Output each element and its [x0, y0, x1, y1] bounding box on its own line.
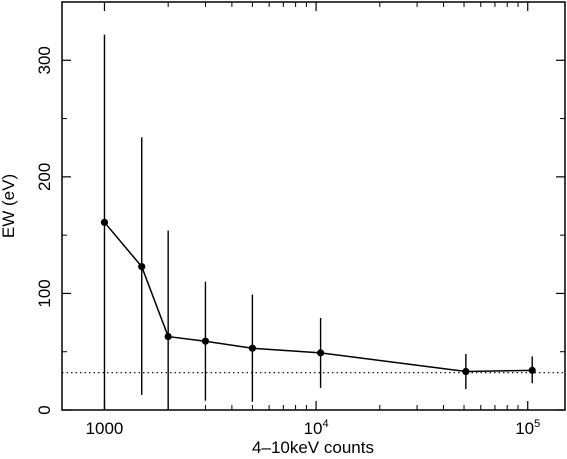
- data-layer: [100, 34, 536, 410]
- data-point: [316, 349, 325, 357]
- x-tick-exponent: 4: [322, 418, 328, 430]
- y-tick-label: 100: [35, 279, 54, 307]
- y-axis-label: EW (eV): [0, 174, 18, 238]
- x-tick-exponent: 5: [534, 418, 540, 430]
- plot-frame: [61, 1, 566, 411]
- data-point: [248, 344, 256, 352]
- data-point: [528, 366, 536, 374]
- x-tick-label: 1000: [86, 419, 124, 438]
- x-tick-label: 105: [515, 418, 540, 438]
- data-point: [138, 263, 146, 271]
- data-point: [462, 367, 470, 376]
- data-point: [100, 218, 109, 226]
- series-line: [103, 221, 533, 373]
- y-tick-label: 300: [35, 46, 54, 74]
- y-tick-label: 0: [35, 405, 54, 414]
- data-point: [201, 337, 210, 345]
- data-point: [164, 332, 172, 341]
- y-tick-label: 200: [35, 163, 54, 191]
- x-tick-label: 104: [304, 418, 329, 438]
- x-axis-label: 4–10keV counts: [252, 438, 374, 457]
